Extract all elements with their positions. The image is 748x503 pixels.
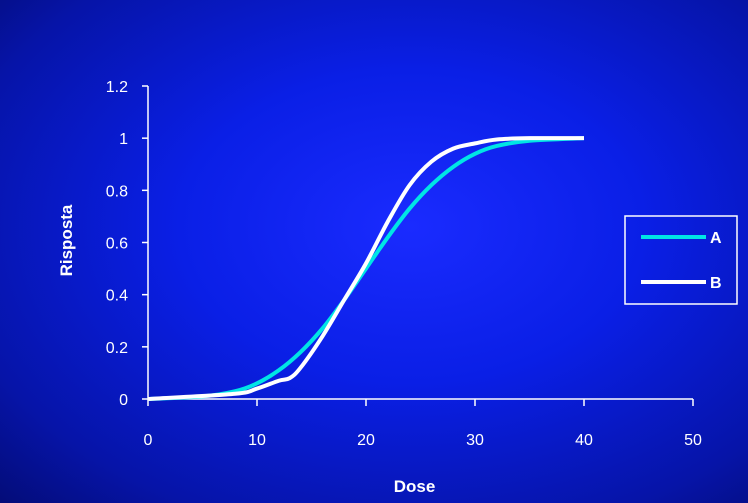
legend-label-b: B [710, 275, 722, 292]
x-tick-label: 0 [144, 432, 153, 449]
x-tick-label: 30 [466, 432, 484, 449]
series-line-a [147, 136, 585, 401]
x-tick-label: 50 [684, 432, 702, 449]
y-axis-title: Risposta [57, 204, 76, 276]
x-tick-label: 20 [357, 432, 375, 449]
y-tick-label: 1 [119, 131, 128, 148]
y-tick-label: 1.2 [106, 79, 128, 96]
x-axis-title: Dose [394, 477, 436, 496]
y-tick-label: 0.8 [106, 183, 128, 200]
legend-label-a: A [710, 230, 722, 247]
x-axis: 0 10 20 30 40 50 [144, 398, 702, 449]
y-tick-label: 0 [119, 392, 128, 409]
series-layer [147, 136, 585, 401]
y-tick-label: 0.2 [106, 340, 128, 357]
legend: A B [624, 215, 738, 305]
x-tick-label: 40 [575, 432, 593, 449]
x-tick-label: 10 [248, 432, 266, 449]
y-tick-label: 0.6 [106, 236, 128, 253]
y-axis: 0 0.2 0.4 0.6 0.8 1 1.2 [106, 79, 149, 409]
y-tick-label: 0.4 [106, 288, 128, 305]
series-line-b [147, 136, 585, 401]
legend-box [624, 215, 738, 305]
